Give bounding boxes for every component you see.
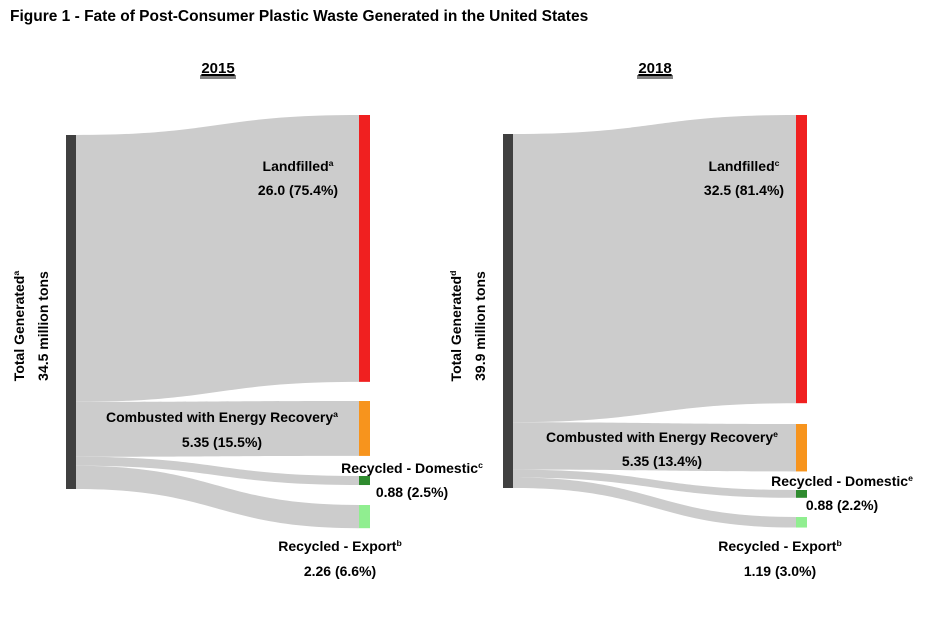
flow-value-label: 26.0 (75.4%) bbox=[258, 182, 338, 198]
flow-combusted-with-energy-recovery bbox=[513, 422, 796, 472]
target-node-combusted-with-energy-recovery bbox=[796, 424, 807, 472]
flow-label: Recycled - Domestice bbox=[771, 473, 913, 489]
source-value-label: 39.9 million tons bbox=[472, 271, 488, 381]
target-node-recycled-domestic bbox=[359, 476, 370, 486]
target-node-landfilled bbox=[796, 115, 807, 404]
target-node-recycled-export bbox=[796, 517, 807, 528]
panel-year-title: 2018 bbox=[638, 60, 671, 77]
flow-label: Recycled - Exportb bbox=[718, 538, 842, 554]
source-value-label: 34.5 million tons bbox=[35, 271, 51, 381]
figure-title: Figure 1 - Fate of Post-Consumer Plastic… bbox=[10, 8, 589, 25]
flow-label: Recycled - Exportb bbox=[278, 538, 402, 554]
flow-value-label: 1.19 (3.0%) bbox=[744, 563, 816, 579]
source-label: Total Generateda bbox=[11, 271, 27, 382]
flow-value-label: 5.35 (15.5%) bbox=[182, 434, 262, 450]
flow-value-label: 0.88 (2.2%) bbox=[806, 497, 878, 513]
flow-recycled-domestic bbox=[513, 469, 796, 498]
flow-value-label: 0.88 (2.5%) bbox=[376, 484, 448, 500]
flow-value-label: 32.5 (81.4%) bbox=[704, 182, 784, 198]
flow-recycled-export bbox=[76, 465, 359, 529]
flow-landfilled bbox=[76, 115, 359, 402]
flow-recycled-export bbox=[513, 477, 796, 528]
flow-label: Recycled - Domesticc bbox=[341, 460, 483, 476]
target-node-combusted-with-energy-recovery bbox=[359, 401, 370, 456]
flow-label: Landfilledc bbox=[709, 158, 780, 174]
source-label: Total Generatedd bbox=[448, 271, 464, 382]
flow-label: Landfilleda bbox=[263, 158, 334, 174]
flow-label: Combusted with Energy Recoverye bbox=[546, 429, 778, 445]
flow-value-label: 2.26 (6.6%) bbox=[304, 563, 376, 579]
target-node-recycled-export bbox=[359, 505, 370, 529]
source-node-total-generated bbox=[66, 135, 76, 489]
panel-year-title: 2015 bbox=[201, 60, 234, 77]
sankey-panel-2018: 2018 Total Generatedd 39.9 million tons Lan… bbox=[448, 60, 913, 579]
flow-combusted-with-energy-recovery bbox=[76, 401, 359, 457]
sankey-panel-2015: 2015 Total Generateda 34.5 million tons Lan… bbox=[11, 60, 483, 579]
target-node-recycled-domestic bbox=[796, 490, 807, 498]
flow-landfilled bbox=[513, 115, 796, 423]
source-node-total-generated bbox=[503, 134, 513, 488]
flow-value-label: 5.35 (13.4%) bbox=[622, 453, 702, 469]
flow-label: Combusted with Energy Recoverya bbox=[106, 409, 338, 425]
flow-recycled-domestic bbox=[76, 456, 359, 486]
target-node-landfilled bbox=[359, 115, 370, 382]
